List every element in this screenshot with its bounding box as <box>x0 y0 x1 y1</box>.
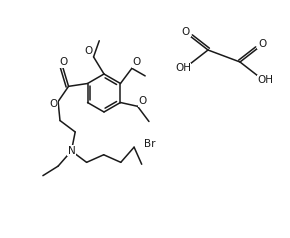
Text: O: O <box>182 27 190 37</box>
Text: O: O <box>133 57 141 67</box>
Text: O: O <box>49 99 57 109</box>
Text: O: O <box>84 46 93 56</box>
Text: O: O <box>138 96 147 106</box>
Text: Br: Br <box>144 139 156 149</box>
Text: O: O <box>60 57 68 67</box>
Text: OH: OH <box>175 63 191 73</box>
Text: O: O <box>258 39 266 49</box>
Text: OH: OH <box>257 75 273 85</box>
Text: N: N <box>68 146 75 156</box>
